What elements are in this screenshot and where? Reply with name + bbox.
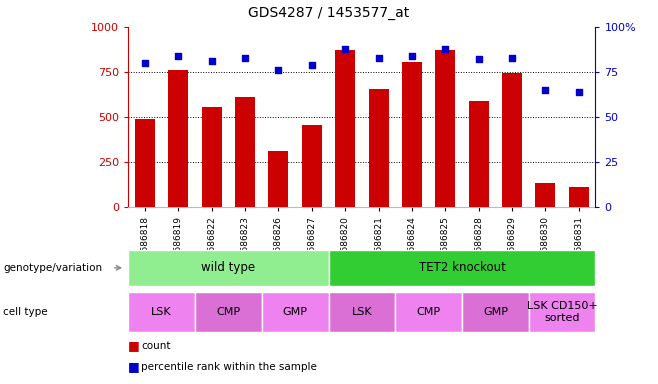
Point <box>173 53 184 59</box>
Bar <box>235 97 255 207</box>
Point <box>440 45 451 51</box>
Point <box>507 55 517 61</box>
Text: GMP: GMP <box>483 307 508 317</box>
Bar <box>168 70 188 207</box>
Text: ■: ■ <box>128 360 140 373</box>
Text: percentile rank within the sample: percentile rank within the sample <box>141 362 317 372</box>
Text: LSK: LSK <box>351 307 372 317</box>
Bar <box>402 62 422 207</box>
Text: cell type: cell type <box>3 307 48 317</box>
Point <box>574 89 584 95</box>
Text: LSK CD150+
sorted: LSK CD150+ sorted <box>527 301 597 323</box>
Point <box>240 55 250 61</box>
Text: count: count <box>141 341 171 351</box>
Bar <box>502 73 522 207</box>
Bar <box>368 89 389 207</box>
Point <box>207 58 217 64</box>
Text: LSK: LSK <box>151 307 172 317</box>
Bar <box>135 119 155 207</box>
Text: CMP: CMP <box>216 307 240 317</box>
Text: genotype/variation: genotype/variation <box>3 263 103 273</box>
Point <box>307 62 317 68</box>
Point <box>474 56 484 63</box>
Bar <box>268 151 288 207</box>
Point <box>273 67 284 73</box>
Text: wild type: wild type <box>201 262 255 274</box>
Bar <box>536 183 555 207</box>
Bar <box>335 50 355 207</box>
Point <box>340 45 351 51</box>
Text: TET2 knockout: TET2 knockout <box>418 262 505 274</box>
Bar <box>468 101 489 207</box>
Bar <box>302 125 322 207</box>
Point <box>407 53 417 59</box>
Bar <box>436 50 455 207</box>
Text: GDS4287 / 1453577_at: GDS4287 / 1453577_at <box>248 6 410 20</box>
Text: GMP: GMP <box>283 307 308 317</box>
Bar <box>202 107 222 207</box>
Bar <box>569 187 589 207</box>
Text: CMP: CMP <box>417 307 441 317</box>
Text: ■: ■ <box>128 339 140 352</box>
Point <box>540 87 551 93</box>
Point <box>373 55 384 61</box>
Point <box>139 60 150 66</box>
